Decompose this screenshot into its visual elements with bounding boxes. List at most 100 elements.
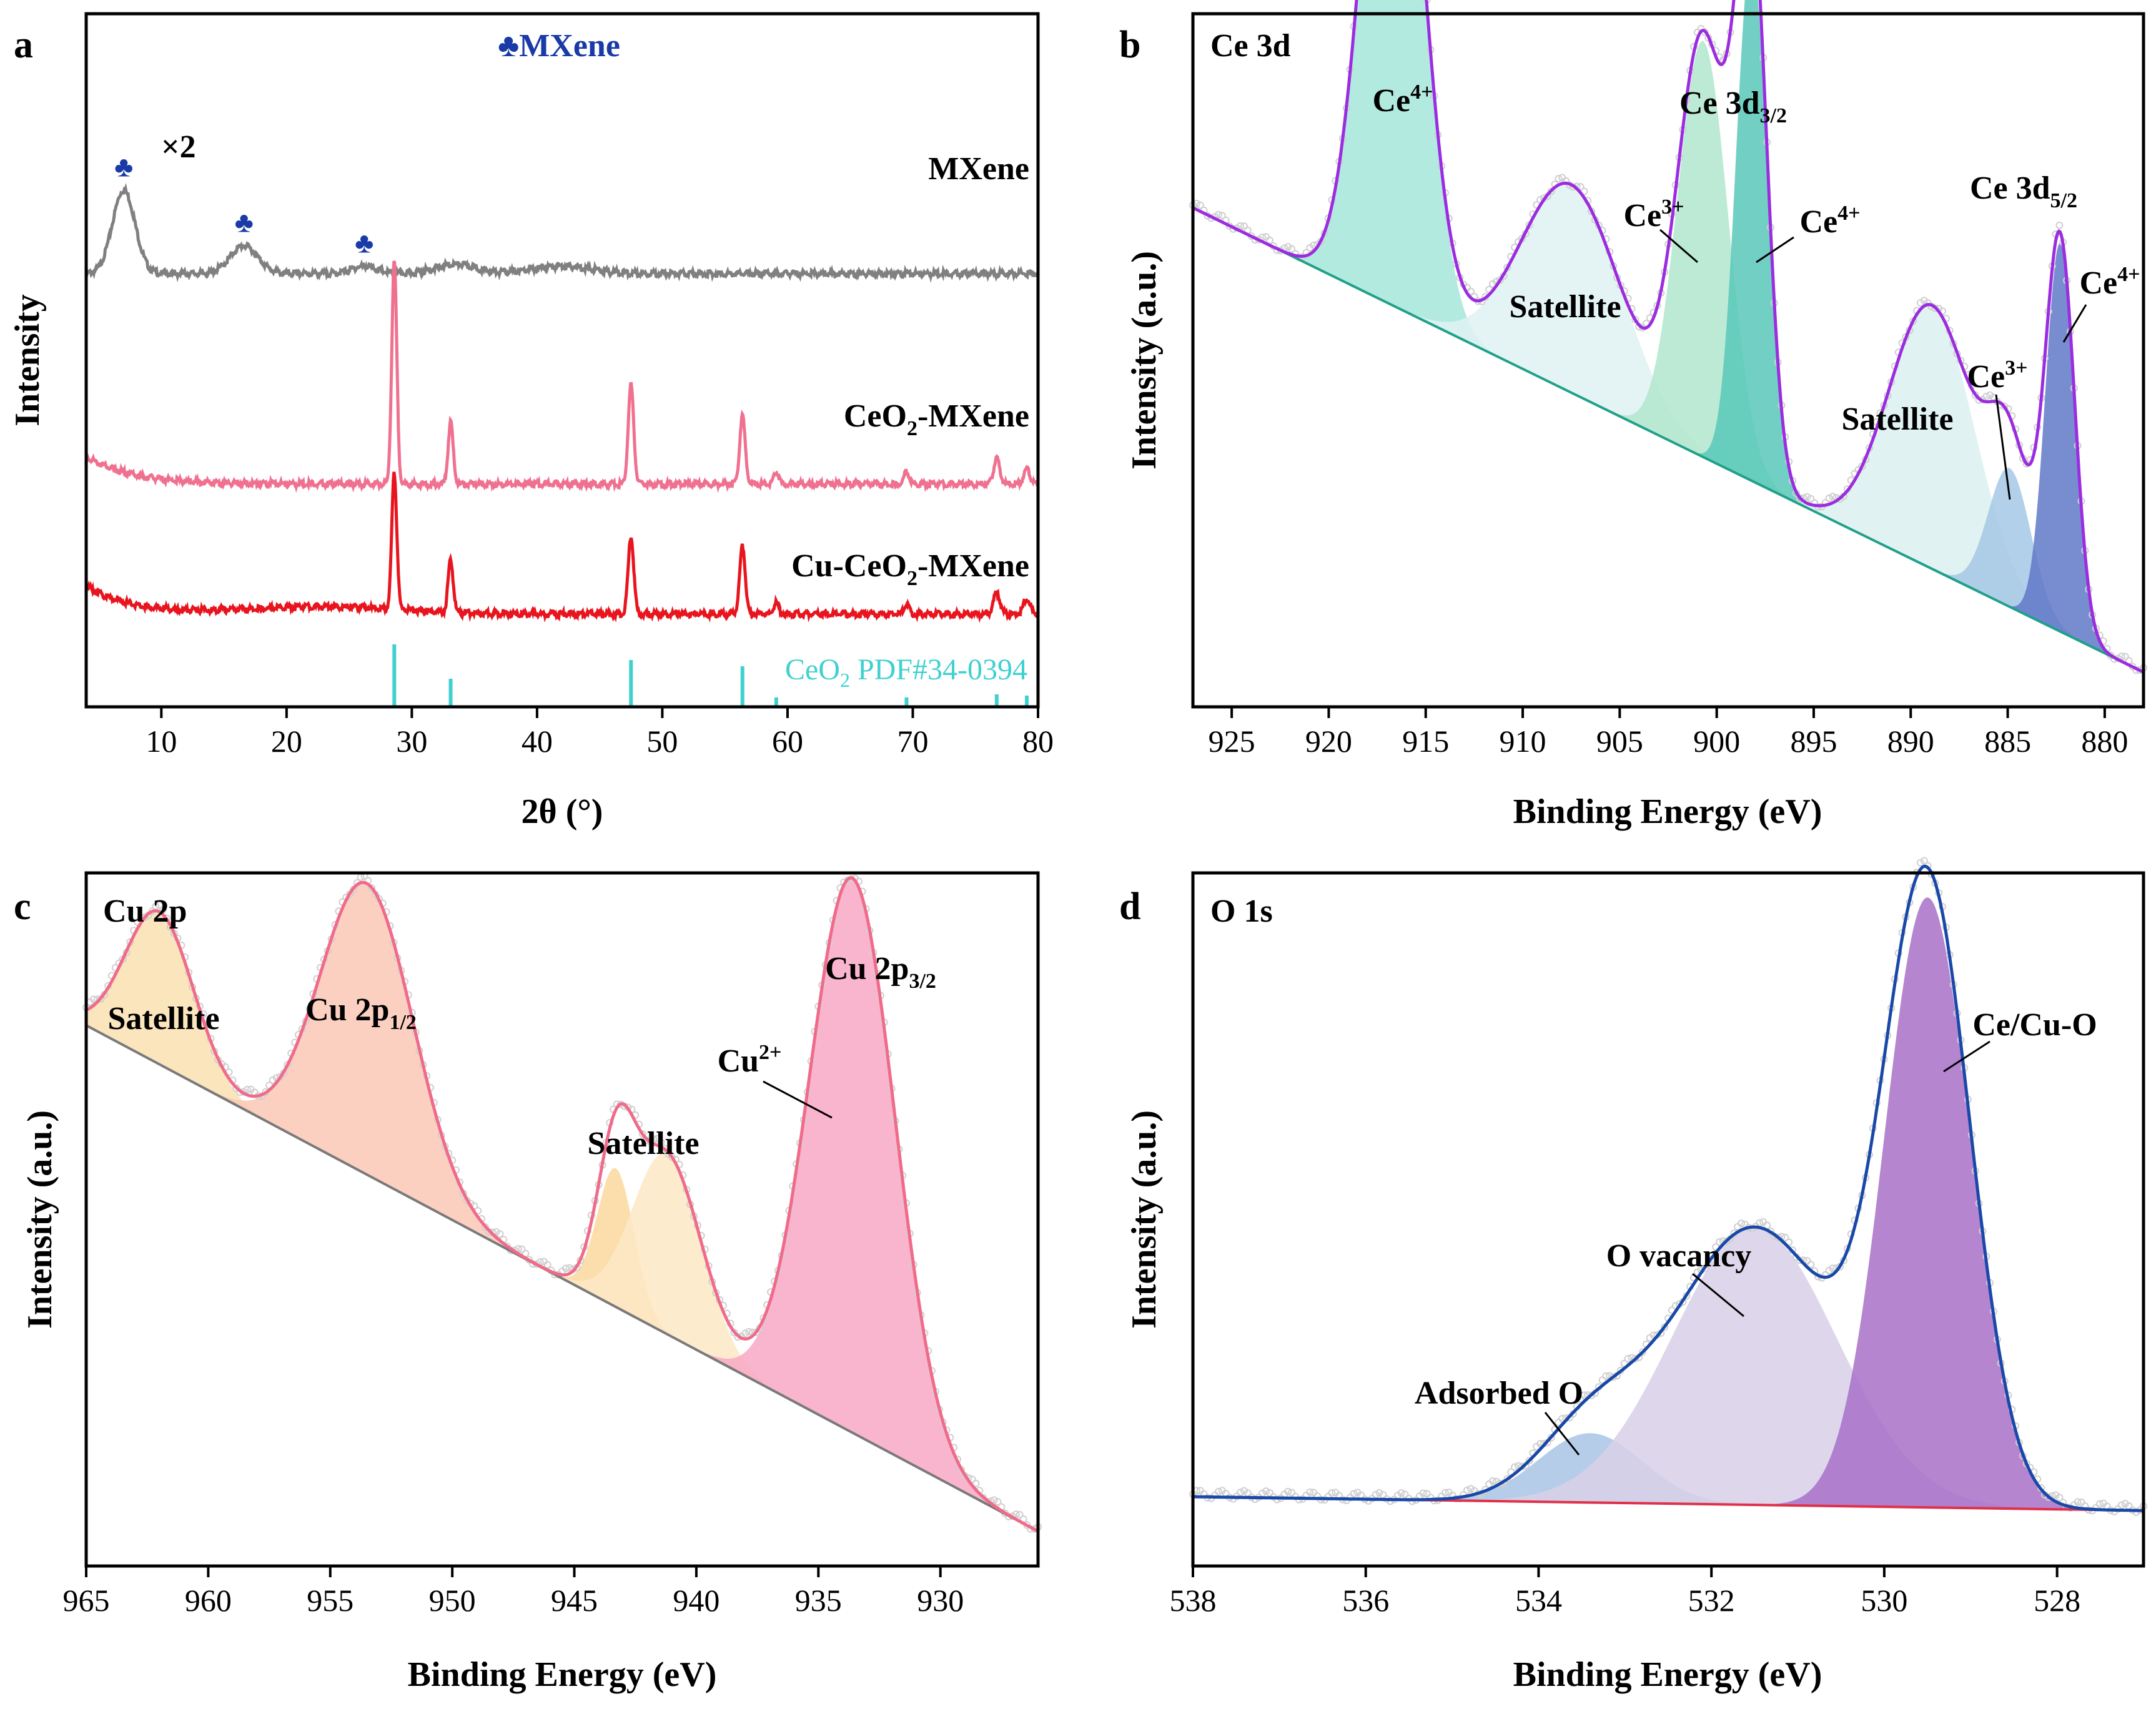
- raw-data-point: [232, 1084, 240, 1092]
- annot-ce3d32: Ce 3d3/2: [1679, 86, 1787, 127]
- raw-data-point: [1576, 183, 1585, 191]
- raw-data-point: [518, 1245, 526, 1253]
- raw-data-point: [1807, 495, 1815, 503]
- x-tick-label: 890: [1887, 724, 1934, 759]
- t: Ce 3d: [1970, 170, 2050, 206]
- panel-c-x-axis-title: Binding Energy (eV): [408, 1655, 717, 1694]
- t: Ce: [1967, 359, 2005, 395]
- panel-a-label-ceo2-mxene: CeO2-MXene: [844, 398, 1029, 440]
- panel-c-title: Cu 2p: [103, 894, 187, 929]
- raw-data-point: [156, 901, 164, 909]
- raw-data-point: [1265, 1489, 1273, 1497]
- arrow-o-vacancy: [1692, 1273, 1744, 1317]
- x-tick-label: 885: [1984, 724, 2031, 759]
- raw-data-point: [1196, 201, 1204, 209]
- raw-data-point: [1796, 1256, 1804, 1264]
- raw-data-point: [1262, 1487, 1270, 1495]
- raw-data-point: [1576, 1395, 1585, 1403]
- raw-data-point: [1661, 1323, 1669, 1331]
- raw-data-point: [1803, 493, 1811, 501]
- x-tick-label: 10: [146, 724, 177, 759]
- panel-b-arrows: [1659, 229, 2087, 500]
- t: Cu 2p: [825, 951, 909, 987]
- label-tail: -MXene: [917, 548, 1029, 584]
- x-tick-label: 895: [1790, 724, 1837, 759]
- raw-data-point: [1397, 1489, 1405, 1497]
- raw-data-point: [1284, 1487, 1292, 1495]
- panel-c-plot-area: [82, 872, 1042, 1533]
- annot-ce-cu-o: Ce/Cu-O: [1972, 1007, 2097, 1043]
- raw-data-point: [1215, 210, 1222, 219]
- t: Ce: [2079, 265, 2117, 301]
- x-tick-label: 532: [1688, 1583, 1735, 1618]
- panel-a-frame: [84, 12, 1040, 709]
- x-tick-label: 60: [772, 724, 803, 759]
- annot-satellite-left: Satellite: [107, 1001, 219, 1037]
- panel-b-ce3d-chart: b 925 920 915 910 905 900 895 890 885 880 Ce 3d B…: [1119, 0, 2147, 831]
- raw-data-point: [1807, 1261, 1815, 1269]
- annot-satellite-1: Satellite: [1509, 289, 1621, 325]
- arrow-ce-cu-o: [1943, 1040, 1990, 1073]
- raw-data-point: [141, 913, 149, 921]
- raw-data-point: [1598, 1376, 1606, 1384]
- background-line: [86, 1024, 1039, 1533]
- raw-data-point: [1237, 1489, 1245, 1497]
- t: Ce: [1623, 198, 1661, 234]
- raw-data-point: [1631, 1354, 1639, 1362]
- panel-d-plot-area: [1189, 857, 2147, 1516]
- raw-data-point: [2055, 1494, 2064, 1502]
- raw-data-point: [1441, 1489, 1449, 1497]
- arrow-adsorbed-o: [1544, 1412, 1580, 1455]
- raw-data-point: [1829, 1264, 1837, 1273]
- x-tick-label: 538: [1170, 1583, 1217, 1618]
- panel-b-annotations: Ce4+ Ce 3d3/2 Satellite Ce3+ Ce4+ Ce 3d5…: [1372, 81, 2140, 500]
- panel-a-x-axis-title: 2θ (°): [522, 792, 603, 831]
- raw-data-point: [1580, 1391, 1588, 1399]
- raw-data-point: [752, 1328, 760, 1336]
- panel-c-y-axis-title: Intensity (a.u.): [21, 1110, 59, 1329]
- mxene-peak-marker: ♣: [355, 227, 373, 259]
- raw-data-point: [744, 1327, 753, 1336]
- t-sub: 3/2: [1760, 104, 1787, 127]
- raw-data-point: [1419, 1489, 1427, 1497]
- panel-b-x-axis-title: Binding Energy (eV): [1513, 792, 1822, 831]
- annot-satellite-mid: Satellite: [587, 1126, 699, 1161]
- annot-adsorbed-o: Adsorbed O: [1415, 1376, 1583, 1411]
- raw-data-point: [1785, 1238, 1793, 1246]
- raw-data-point: [481, 1223, 489, 1231]
- raw-data-point: [565, 1264, 573, 1272]
- label-sub: 2: [907, 417, 917, 440]
- panel-d-x-axis-title: Binding Energy (eV): [1513, 1655, 1822, 1694]
- annot-ce3-885: Ce3+: [1967, 357, 2027, 395]
- annot-satellite-2: Satellite: [1841, 401, 1953, 437]
- raw-data-point: [1602, 1372, 1610, 1380]
- panel-a-scale-note: ×2: [161, 129, 196, 165]
- raw-data-point: [1916, 859, 1924, 867]
- ref-sub: 2: [840, 669, 850, 691]
- raw-data-point: [1781, 1233, 1789, 1241]
- component-satellite: [86, 910, 1038, 1532]
- raw-data-point: [668, 1153, 676, 1161]
- x-tick-label: 534: [1515, 1583, 1562, 1618]
- panel-c-frame: [84, 871, 1040, 1568]
- x-tick-label: 70: [897, 724, 928, 759]
- raw-data-point: [368, 884, 376, 892]
- t-sup: 3+: [2005, 357, 2027, 380]
- x-tick-label: 915: [1402, 724, 1449, 759]
- t: Cu 2p: [305, 992, 389, 1028]
- component-cu2-: [86, 877, 1038, 1532]
- envelope-line: [1193, 864, 2144, 1512]
- label-main: CeO: [844, 398, 907, 434]
- raw-data-point: [1218, 212, 1226, 220]
- panel-b-letter: b: [1119, 24, 1140, 66]
- x-tick-label: 30: [396, 724, 427, 759]
- t-sub: 3/2: [909, 970, 936, 993]
- x-tick-label: 528: [2034, 1583, 2080, 1618]
- raw-data-point: [1240, 222, 1248, 230]
- panel-d-title: O 1s: [1210, 894, 1273, 929]
- raw-data-point: [1288, 245, 1296, 253]
- panel-a-label-cu-ceo2-mxene: Cu-CeO2-MXene: [791, 548, 1029, 590]
- annot-ce3d52: Ce 3d5/2: [1970, 170, 2077, 212]
- raw-data-point: [1375, 1489, 1383, 1497]
- raw-data-point: [1829, 493, 1837, 501]
